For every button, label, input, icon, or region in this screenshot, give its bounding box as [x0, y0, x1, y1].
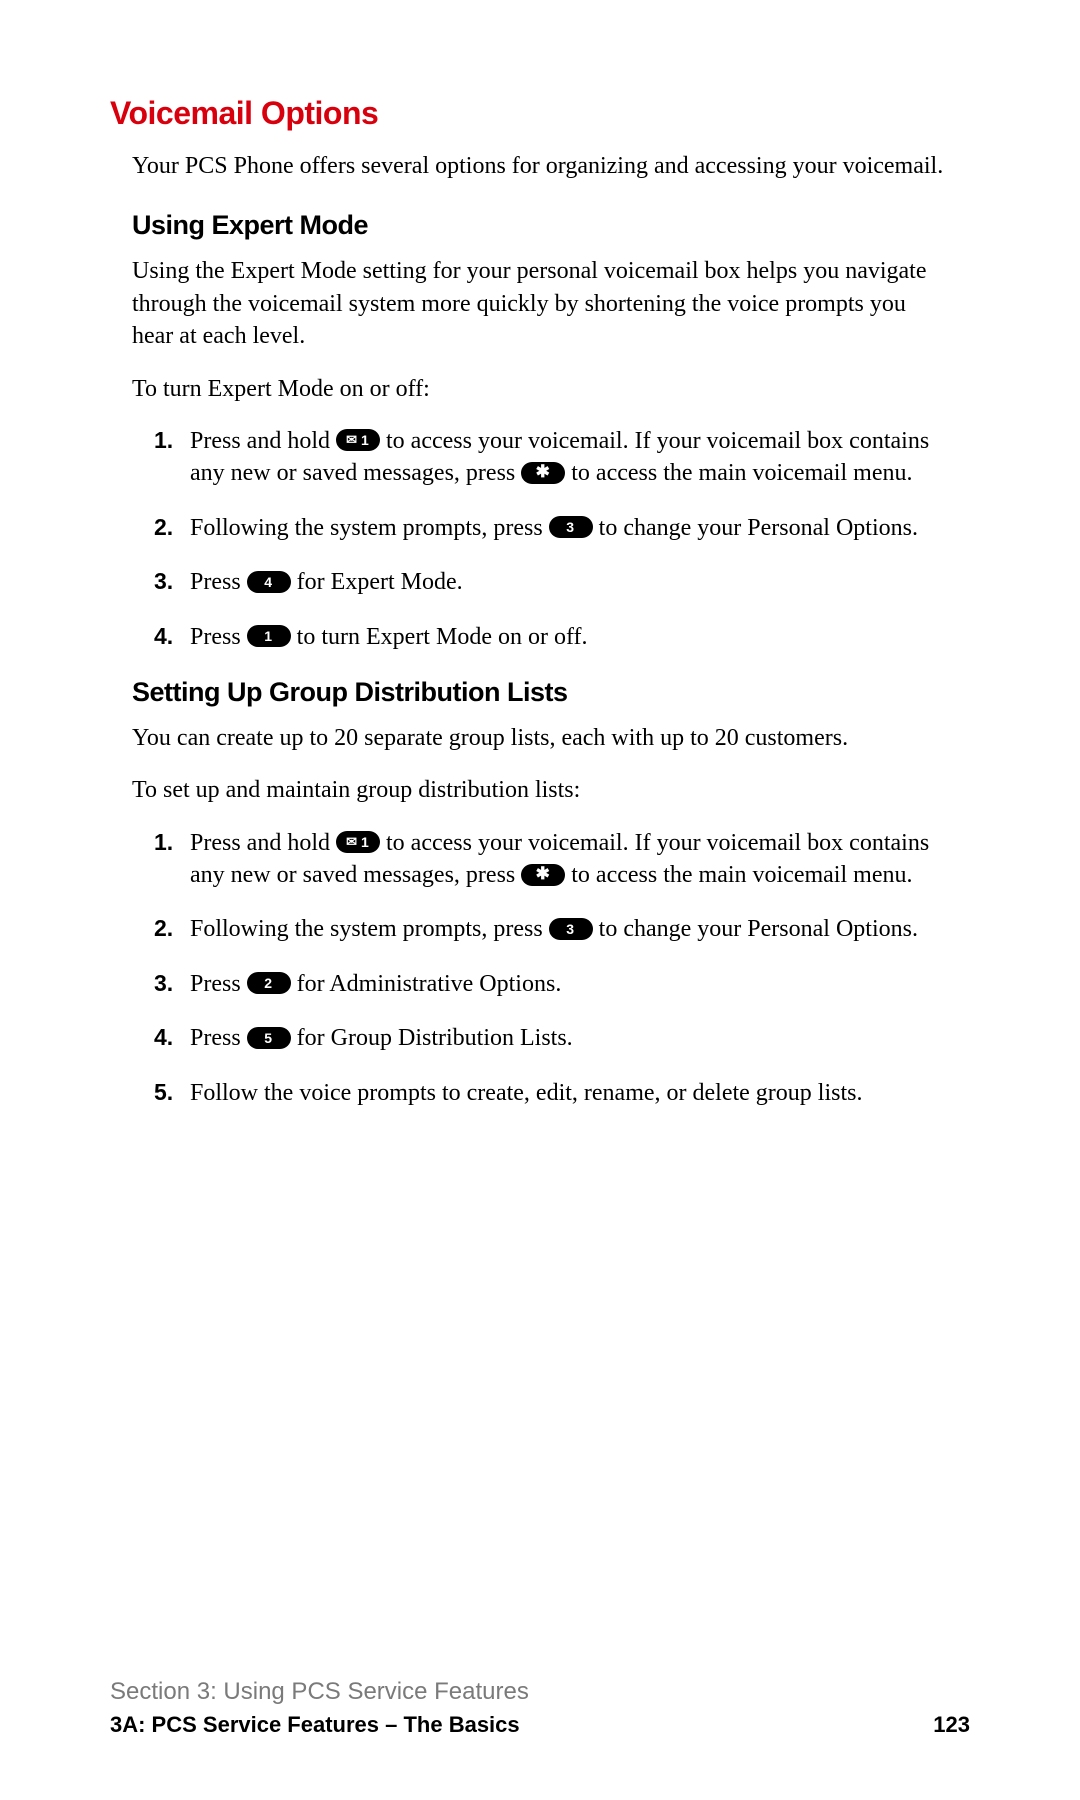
footer-subsection-row: 3A: PCS Service Features – The Basics 12… [110, 1712, 970, 1738]
expert-mode-lead: To turn Expert Mode on or off: [132, 373, 950, 405]
footer-section-label: Section 3: Using PCS Service Features [110, 1678, 970, 1706]
step-item: Following the system prompts, press 3 to… [132, 512, 950, 544]
star-key-icon: ✱ [521, 462, 565, 484]
page-title: Voicemail Options [110, 95, 970, 132]
group-lists-lead: To set up and maintain group distributio… [132, 774, 950, 806]
subheading-expert-mode: Using Expert Mode [132, 210, 970, 241]
step-item: Press and hold 1 to access your voicemai… [132, 425, 950, 490]
expert-mode-steps: Press and hold 1 to access your voicemai… [132, 425, 950, 653]
group-lists-steps: Press and hold 1 to access your voicemai… [132, 827, 950, 1109]
step-item: Press and hold 1 to access your voicemai… [132, 827, 950, 892]
num-key-icon: 2 [247, 972, 291, 994]
subheading-group-lists: Setting Up Group Distribution Lists [132, 677, 970, 708]
step-item: Following the system prompts, press 3 to… [132, 913, 950, 945]
manual-page: Voicemail Options Your PCS Phone offers … [0, 0, 1080, 1800]
page-number: 123 [933, 1712, 970, 1738]
step-item: Press 2 for Administrative Options. [132, 968, 950, 1000]
page-footer: Section 3: Using PCS Service Features 3A… [110, 1678, 970, 1738]
step-item: Press 5 for Group Distribution Lists. [132, 1022, 950, 1054]
star-key-icon: ✱ [521, 864, 565, 886]
footer-subsection-label: 3A: PCS Service Features – The Basics [110, 1712, 520, 1738]
intro-paragraph: Your PCS Phone offers several options fo… [132, 150, 950, 182]
group-lists-paragraph: You can create up to 20 separate group l… [132, 722, 950, 754]
num-key-icon: 4 [247, 571, 291, 593]
expert-mode-paragraph: Using the Expert Mode setting for your p… [132, 255, 950, 352]
num-key-icon: 1 [247, 625, 291, 647]
mail-key-icon: 1 [336, 429, 380, 451]
step-item: Press 1 to turn Expert Mode on or off. [132, 621, 950, 653]
step-item: Press 4 for Expert Mode. [132, 566, 950, 598]
num-key-icon: 3 [549, 918, 593, 940]
num-key-icon: 3 [549, 516, 593, 538]
num-key-icon: 5 [247, 1027, 291, 1049]
step-item: Follow the voice prompts to create, edit… [132, 1077, 950, 1109]
mail-key-icon: 1 [336, 831, 380, 853]
